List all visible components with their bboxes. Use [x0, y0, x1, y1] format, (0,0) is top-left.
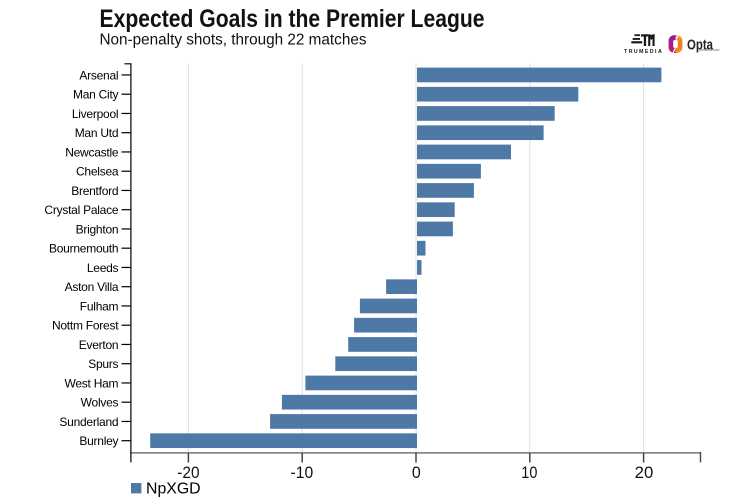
svg-text:NpXGD: NpXGD [146, 480, 201, 497]
svg-text:Brentford: Brentford [71, 184, 118, 198]
svg-text:Everton: Everton [79, 338, 119, 352]
svg-text:Man Utd: Man Utd [75, 126, 119, 140]
svg-text:Chelsea: Chelsea [76, 165, 119, 179]
svg-text:Non-penalty shots, through 22: Non-penalty shots, through 22 matches [100, 31, 367, 48]
svg-text:TRUMEDIA: TRUMEDIA [624, 49, 662, 55]
svg-text:-10: -10 [291, 464, 314, 482]
svg-text:Liverpool: Liverpool [72, 107, 118, 121]
svg-text:Expected Goals in the Premier: Expected Goals in the Premier League [100, 5, 485, 33]
svg-text:West Ham: West Ham [65, 376, 119, 390]
svg-text:Man City: Man City [73, 88, 119, 102]
svg-text:Aston Villa: Aston Villa [65, 280, 119, 294]
svg-text:Opta: Opta [687, 37, 714, 53]
svg-text:Newcastle: Newcastle [65, 145, 119, 159]
svg-text:Burnley: Burnley [79, 434, 118, 448]
svg-text:Sunderland: Sunderland [59, 415, 118, 429]
svg-text:-20: -20 [177, 464, 199, 482]
svg-text:Arsenal: Arsenal [79, 68, 118, 82]
svg-text:10: 10 [521, 464, 537, 482]
svg-text:Bournemouth: Bournemouth [49, 242, 118, 256]
svg-text:Fulham: Fulham [80, 299, 119, 313]
svg-text:Nottm Forest: Nottm Forest [52, 319, 119, 333]
svg-text:Brighton: Brighton [76, 222, 119, 236]
svg-text:Spurs: Spurs [88, 357, 118, 371]
svg-text:Leeds: Leeds [87, 261, 119, 275]
svg-text:Wolves: Wolves [81, 396, 119, 410]
svg-text:Crystal Palace: Crystal Palace [44, 203, 118, 217]
svg-text:20: 20 [635, 464, 654, 482]
svg-text:A STATS PERFORM COMPANY: A STATS PERFORM COMPANY [699, 48, 720, 52]
svg-text:0: 0 [412, 464, 421, 482]
